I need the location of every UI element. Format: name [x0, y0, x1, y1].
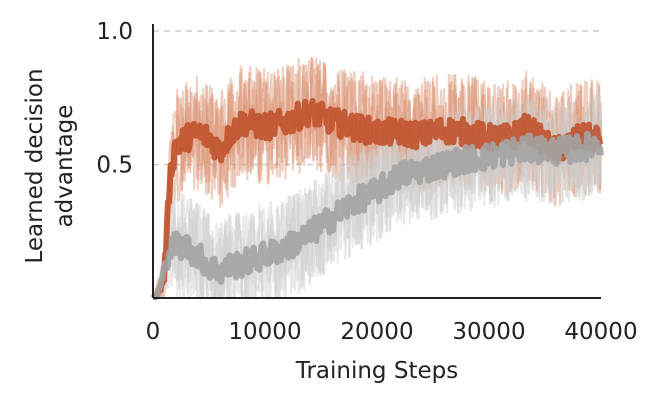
axes: [152, 24, 601, 299]
x-tick-label-1: 10000: [228, 319, 301, 345]
y-tick-label-0: 0.5: [96, 153, 133, 179]
x-tick-label-0: 0: [146, 319, 161, 345]
grid-lines: [153, 30, 601, 166]
x-tick-label-4: 40000: [564, 319, 637, 345]
y-axis-title: Learned decision advantage: [22, 68, 78, 263]
x-tick-label-2: 20000: [340, 319, 413, 345]
series-orange-mean-line: [150, 97, 604, 301]
noise-bands: [152, 57, 602, 302]
series-orange-run-2: [152, 57, 602, 299]
y-axis-title-line-2: advantage: [52, 105, 78, 228]
tick-labels: 0 10000 20000 30000 40000 0.5 1.0: [96, 19, 637, 345]
x-tick-label-3: 30000: [452, 319, 525, 345]
series-gray-run-0: [152, 93, 602, 300]
series-gray-mean-line: [150, 130, 604, 301]
y-axis-title-line-1: Learned decision: [22, 68, 48, 263]
y-tick-label-1: 1.0: [96, 19, 133, 45]
x-axis-title: Training Steps: [295, 358, 458, 384]
series-lines: [150, 97, 604, 301]
